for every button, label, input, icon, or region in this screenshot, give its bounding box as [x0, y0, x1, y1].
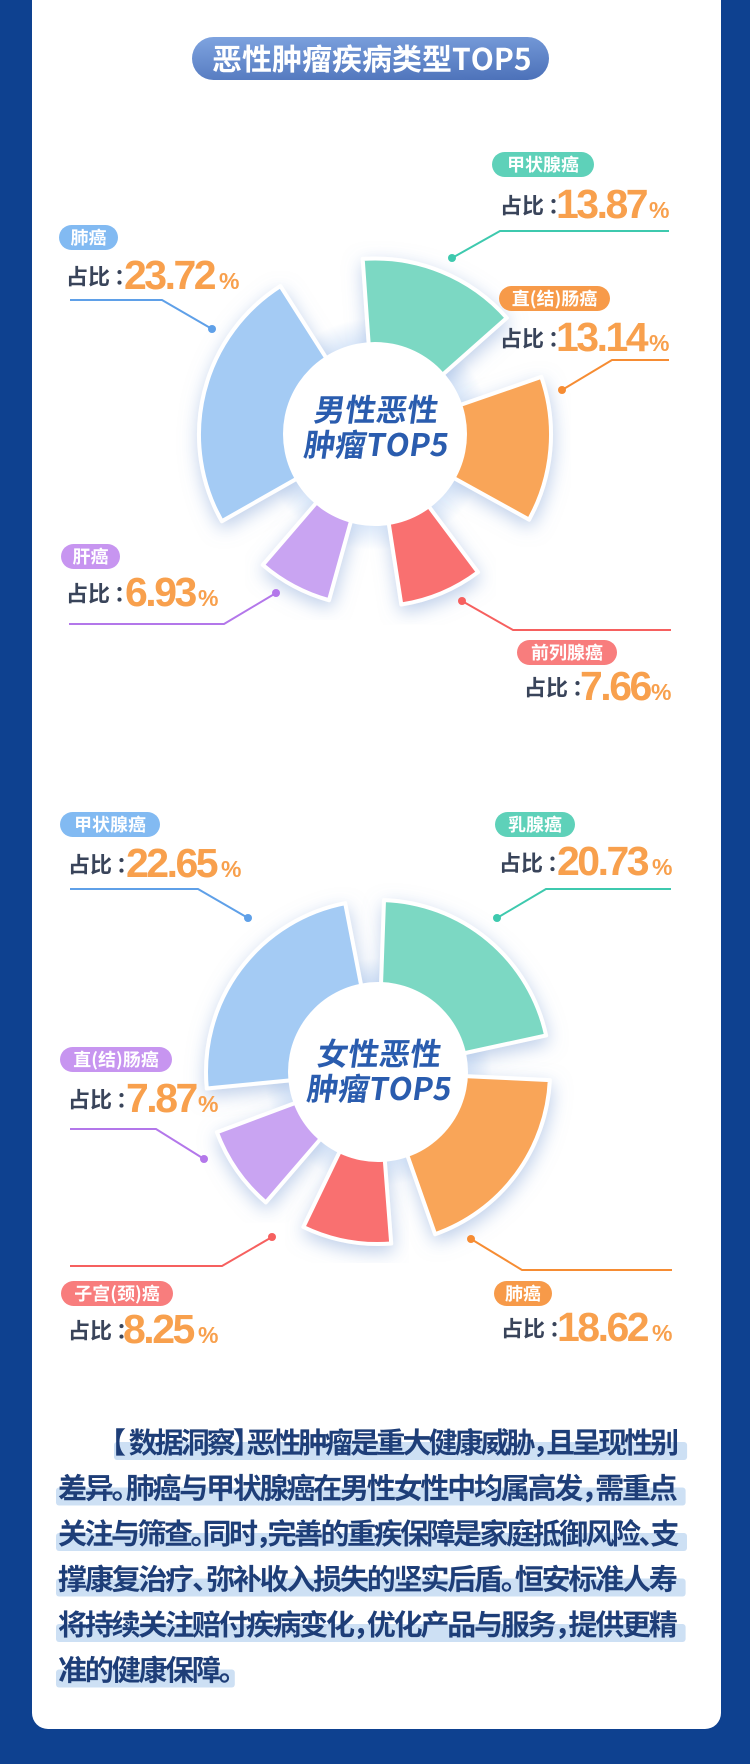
svg-text:20.73: 20.73 [557, 838, 649, 884]
svg-text:%: % [198, 585, 218, 611]
svg-text:13.87: 13.87 [556, 181, 647, 227]
svg-text:22.65: 22.65 [126, 840, 218, 886]
svg-text:13.14: 13.14 [556, 314, 649, 360]
svg-text:%: % [219, 268, 239, 294]
svg-text:7.87: 7.87 [126, 1075, 196, 1121]
svg-text:%: % [649, 330, 669, 356]
svg-text:%: % [649, 197, 669, 223]
svg-text:23.72: 23.72 [124, 252, 216, 298]
svg-text:%: % [198, 1091, 218, 1117]
svg-text:%: % [652, 854, 672, 880]
svg-text:%: % [221, 856, 241, 882]
svg-text:%: % [651, 679, 671, 705]
svg-text:%: % [198, 1322, 218, 1348]
svg-text:7.66: 7.66 [580, 663, 651, 709]
svg-text:%: % [652, 1320, 672, 1346]
svg-text:18.62: 18.62 [557, 1304, 649, 1350]
svg-text:8.25: 8.25 [123, 1306, 194, 1352]
svg-text:6.93: 6.93 [125, 569, 196, 615]
